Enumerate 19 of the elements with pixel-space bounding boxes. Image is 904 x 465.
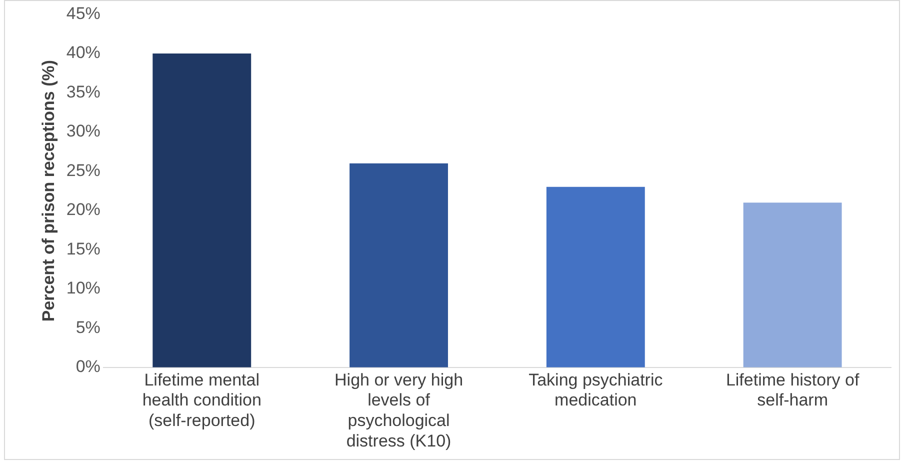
y-tick-label: 40% [66, 43, 100, 62]
bar [546, 186, 645, 368]
x-tick-label: Taking psychiatric medication [528, 370, 664, 410]
y-axis-title: Percent of prison receptions (%) [38, 60, 58, 322]
y-tick-label: 35% [66, 82, 100, 102]
y-tick-label: 5% [76, 318, 100, 337]
bar [743, 202, 842, 368]
x-tick-label: High or very high levels of psychological distress (K10) [334, 370, 464, 450]
y-tick-label: 10% [66, 278, 100, 298]
x-tick-label: Lifetime mental health condition (self-reported) [142, 370, 262, 430]
x-tick-label: Lifetime history of self-harm [726, 370, 860, 410]
y-tick-label: 0% [76, 357, 100, 376]
y-tick-label: 45% [66, 4, 100, 23]
y-tick-label: 20% [66, 200, 100, 220]
y-tick-label: 30% [66, 122, 100, 141]
bar [152, 53, 252, 368]
bar [350, 163, 448, 368]
y-tick-label: 25% [66, 160, 100, 180]
y-tick-label: 15% [66, 239, 100, 258]
